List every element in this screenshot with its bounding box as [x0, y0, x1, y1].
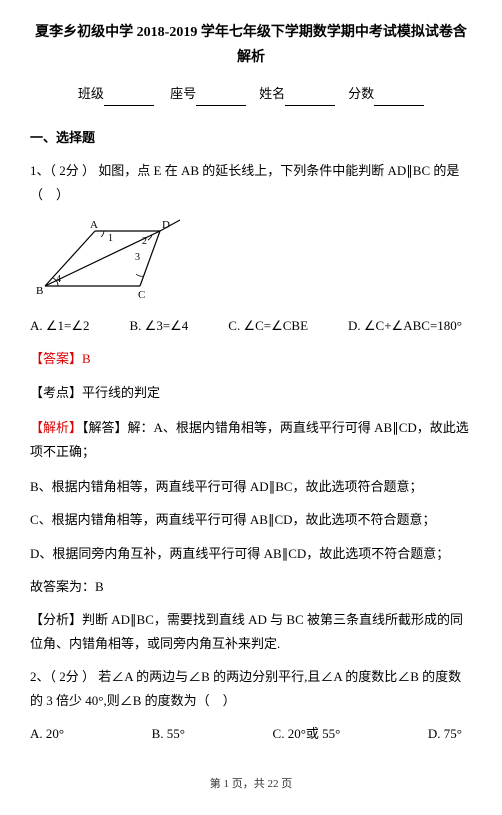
q1-analysis-b: B、根据内错角相等，两直线平行可得 AD∥BC，故此选项符合题意； [30, 475, 472, 498]
q1-analysis-c: C、根据内错角相等，两直线平行可得 AB∥CD，故此选项不符合题意； [30, 508, 472, 531]
q1-option-d: D. ∠C+∠ABC=180° [348, 314, 462, 337]
question-2-stem: 2、（ 2分 ） 若∠A 的两边与∠B 的两边分别平行,且∠A 的度数比∠B 的… [30, 665, 472, 712]
answer-label: 【答案】 [30, 351, 82, 366]
q1-analysis-ans: 故答案为：B [30, 575, 472, 598]
page-title: 夏李乡初级中学 2018-2019 学年七年级下学期数学期中考试模拟试卷含解析 [30, 20, 472, 70]
q2-option-c: C. 20°或 55° [273, 722, 341, 745]
name-blank [285, 91, 335, 106]
q1-analysis-d: D、根据同旁内角互补，两直线平行可得 AB∥CD，故此选项不符合题意； [30, 542, 472, 565]
seat-label: 座号 [170, 86, 196, 101]
answer-value: B [82, 351, 91, 366]
svg-text:A: A [90, 219, 98, 231]
q1-option-a: A. ∠1=∠2 [30, 314, 90, 337]
svg-text:2: 2 [142, 236, 147, 247]
page-footer: 第 1 页，共 22 页 [30, 775, 472, 795]
point-value: 平行线的判定 [82, 385, 160, 400]
q1-option-c: C. ∠C=∠CBE [228, 314, 308, 337]
question-1-stem: 1、（ 2分 ） 如图，点 E 在 AB 的延长线上，下列条件中能判断 AD∥B… [30, 159, 472, 206]
q2-option-a: A. 20° [30, 722, 64, 745]
svg-text:C: C [138, 289, 145, 301]
point-label: 【考点】 [30, 385, 82, 400]
svg-text:1: 1 [108, 233, 113, 244]
class-blank [104, 91, 154, 106]
q1-point: 【考点】平行线的判定 [30, 381, 472, 404]
q2-option-d: D. 75° [428, 722, 462, 745]
question-1-options: A. ∠1=∠2 B. ∠3=∠4 C. ∠C=∠CBE D. ∠C+∠ABC=… [30, 314, 472, 337]
q1-analysis: 【解析】【解答】解：A、根据内错角相等，两直线平行可得 AB∥CD，故此选项不正… [30, 416, 472, 463]
q1-option-b: B. ∠3=∠4 [130, 314, 189, 337]
question-2-options: A. 20° B. 55° C. 20°或 55° D. 75° [30, 722, 472, 745]
question-1-figure: A D B C 1 2 3 4 [30, 216, 472, 306]
class-label: 班级 [78, 86, 104, 101]
q1-answer: 【答案】B [30, 347, 472, 370]
seat-blank [196, 91, 246, 106]
q2-option-b: B. 55° [152, 722, 185, 745]
section-heading: 一、选择题 [30, 126, 472, 149]
analysis-label: 【解析】 [30, 420, 82, 435]
analysis-intro: 【解答】解：A、根据内错角相等，两直线平行可得 AB∥CD，故此选项不正确； [30, 420, 469, 458]
q1-analysis-note: 【分析】判断 AD∥BC，需要找到直线 AD 与 BC 被第三条直线所截形成的同… [30, 608, 472, 655]
form-line: 班级 座号 姓名 分数 [30, 82, 472, 105]
name-label: 姓名 [259, 86, 285, 101]
score-blank [374, 91, 424, 106]
svg-text:D: D [162, 219, 170, 231]
svg-text:3: 3 [135, 252, 140, 263]
svg-text:B: B [36, 285, 43, 297]
score-label: 分数 [348, 86, 374, 101]
svg-text:4: 4 [56, 274, 61, 285]
